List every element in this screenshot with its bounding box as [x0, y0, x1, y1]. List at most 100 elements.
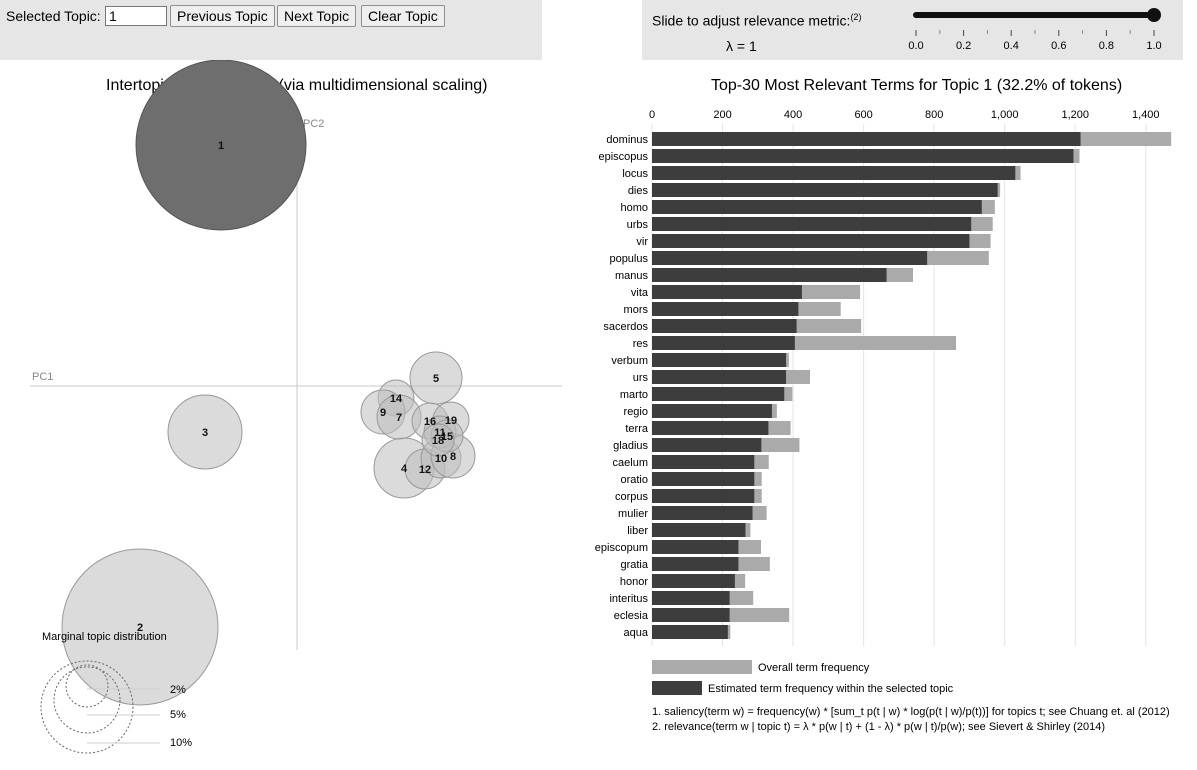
term-label-eclesia[interactable]: eclesia	[614, 610, 649, 622]
bar-topic-urs[interactable]	[652, 370, 787, 384]
slider-tick-label: 0.4	[1004, 40, 1019, 52]
term-label-res[interactable]: res	[633, 338, 649, 350]
topic-label-12: 12	[419, 464, 431, 476]
term-label-interitus[interactable]: interitus	[609, 593, 648, 605]
term-label-gladius[interactable]: gladius	[613, 440, 648, 452]
term-label-sacerdos[interactable]: sacerdos	[603, 321, 648, 333]
topic-label-15: 15	[441, 431, 453, 443]
topic-label-19: 19	[445, 415, 457, 427]
topic-circle-18[interactable]	[421, 423, 455, 457]
pc2-label: PC2	[303, 118, 324, 130]
bar-topic-aqua[interactable]	[652, 625, 728, 639]
bar-topic-gladius[interactable]	[652, 438, 762, 452]
clear-topic-button[interactable]: Clear Topic	[361, 5, 445, 27]
term-label-episcopum[interactable]: episcopum	[595, 542, 648, 554]
topic-circle-3[interactable]	[167, 394, 243, 470]
marginal-legend: 2% 5% 10%	[40, 660, 192, 754]
term-label-populus[interactable]: populus	[609, 253, 648, 265]
topic-label-4: 4	[401, 463, 408, 475]
slider-handle[interactable]	[1147, 8, 1161, 22]
slider-tick-label: 0.6	[1051, 40, 1066, 52]
bar-topic-manus[interactable]	[652, 268, 887, 282]
next-topic-button[interactable]: Next Topic	[277, 5, 357, 27]
bar-topic-marto[interactable]	[652, 387, 785, 401]
topic-circle-2[interactable]	[61, 548, 219, 706]
term-label-homo[interactable]: homo	[620, 202, 648, 214]
term-label-verbum[interactable]: verbum	[611, 355, 648, 367]
term-label-marto[interactable]: marto	[620, 389, 648, 401]
term-label-caelum[interactable]: caelum	[613, 457, 648, 469]
bar-topic-interitus[interactable]	[652, 591, 730, 605]
bar-topic-vir[interactable]	[652, 234, 970, 248]
bar-topic-corpus[interactable]	[652, 489, 755, 503]
bar-topic-dominus[interactable]	[652, 132, 1081, 146]
term-label-liber[interactable]: liber	[627, 525, 648, 537]
bar-topic-homo[interactable]	[652, 200, 982, 214]
bar-chart-title: Top-30 Most Relevant Terms for Topic 1 (…	[711, 77, 1123, 94]
bar-topic-dies[interactable]	[652, 183, 998, 197]
bar-topic-regio[interactable]	[652, 404, 772, 418]
term-label-honor[interactable]: honor	[620, 576, 648, 588]
term-label-dies[interactable]: dies	[628, 185, 649, 197]
term-label-vita[interactable]: vita	[631, 287, 649, 299]
relevance-slider[interactable]: 0.0 0.2 0.4 0.6 0.8 1.0	[642, 0, 1183, 60]
legend-2pct: 2%	[170, 684, 186, 696]
bar-topic-res[interactable]	[652, 336, 795, 350]
bar-topic-oratio[interactable]	[652, 472, 755, 486]
bar-topic-liber[interactable]	[652, 523, 746, 537]
term-label-mors[interactable]: mors	[624, 304, 649, 316]
bar-topic-episcopum[interactable]	[652, 540, 739, 554]
topic-label-1: 1	[218, 140, 224, 152]
selected-topic-input[interactable]	[105, 6, 167, 26]
bar-topic-gratia[interactable]	[652, 557, 739, 571]
legend-topic-swatch	[652, 681, 702, 695]
bar-topic-caelum[interactable]	[652, 455, 755, 469]
term-label-regio[interactable]: regio	[624, 406, 648, 418]
topic-circle-1[interactable]	[135, 60, 307, 231]
bar-topic-terra[interactable]	[652, 421, 769, 435]
term-label-corpus[interactable]: corpus	[615, 491, 649, 503]
term-label-urs[interactable]: urs	[633, 372, 649, 384]
term-label-locus[interactable]: locus	[622, 168, 648, 180]
term-label-episcopus[interactable]: episcopus	[598, 151, 648, 163]
footnote-saliency: 1. saliency(term w) = frequency(w) * [su…	[652, 706, 1170, 718]
bar-topic-urbs[interactable]	[652, 217, 972, 231]
bar-topic-mulier[interactable]	[652, 506, 753, 520]
bar-topic-verbum[interactable]	[652, 353, 787, 367]
topic-label-3: 3	[202, 427, 208, 439]
legend-overall-swatch	[652, 660, 752, 674]
term-label-aqua[interactable]: aqua	[624, 627, 649, 639]
slider-label: Slide to adjust relevance metric:(2)	[652, 12, 862, 29]
term-label-gratia[interactable]: gratia	[620, 559, 648, 571]
bar-topic-locus[interactable]	[652, 166, 1016, 180]
slider-footnote: (2)	[850, 12, 862, 22]
bar-topic-populus[interactable]	[652, 251, 928, 265]
lambda-readout: λ = 1	[726, 38, 757, 54]
bar-topic-sacerdos[interactable]	[652, 319, 797, 333]
term-label-terra[interactable]: terra	[625, 423, 649, 435]
x-tick-label: 0	[649, 109, 655, 121]
legend-10pct: 10%	[170, 737, 192, 749]
term-label-urbs[interactable]: urbs	[627, 219, 649, 231]
x-tick-label: 1,400	[1132, 109, 1160, 121]
bar-topic-mors[interactable]	[652, 302, 799, 316]
term-label-manus[interactable]: manus	[615, 270, 649, 282]
term-label-dominus[interactable]: dominus	[606, 134, 648, 146]
term-label-oratio[interactable]: oratio	[620, 474, 648, 486]
legend-5pct: 5%	[170, 709, 186, 721]
bar-topic-honor[interactable]	[652, 574, 735, 588]
topic-label-5: 5	[433, 373, 439, 385]
bar-topic-vita[interactable]	[652, 285, 802, 299]
term-label-vir[interactable]: vir	[636, 236, 648, 248]
topic-controls-panel: Selected Topic: Previous Topic Next Topi…	[0, 0, 542, 60]
x-tick-label: 1,000	[991, 109, 1019, 121]
previous-topic-button[interactable]: Previous Topic	[170, 5, 275, 27]
term-label-mulier[interactable]: mulier	[618, 508, 648, 520]
topic-label-9: 9	[380, 407, 386, 419]
bar-legend: Overall term frequency Estimated term fr…	[652, 660, 954, 695]
bar-topic-eclesia[interactable]	[652, 608, 730, 622]
bar-topic-episcopus[interactable]	[652, 149, 1074, 163]
x-tick-label: 800	[925, 109, 943, 121]
legend-overall-label: Overall term frequency	[758, 662, 870, 674]
